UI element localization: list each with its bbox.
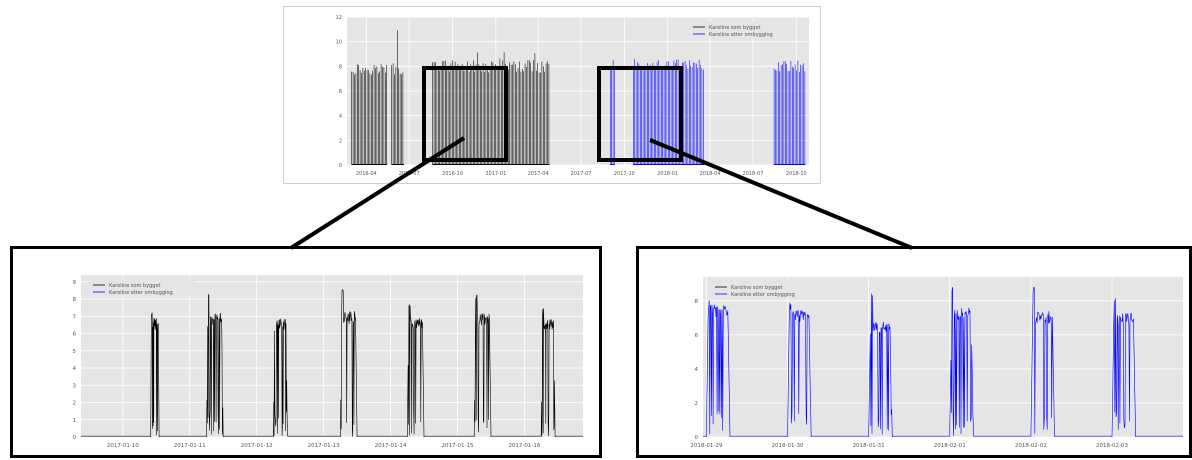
x-tick-label: 2018-02-02 (1015, 443, 1047, 449)
x-tick-label: 2018-01 (657, 171, 678, 177)
y-tick-label: 2 (695, 401, 699, 407)
x-tick-label: 2017-10 (614, 171, 635, 177)
series-line (703, 287, 1183, 438)
y-tick-label: 8 (339, 64, 342, 70)
y-tick-label: 4 (695, 367, 699, 373)
legend-label: Karoline etter ombygging (709, 32, 773, 38)
y-tick-label: 9 (73, 280, 77, 286)
series-line (773, 60, 806, 165)
zoom-chart-etter-ombygging-panel: 0 2 4 6 8 2018-01-29 2018-01-30 2018-01-31 2018-… (636, 246, 1192, 458)
legend-box (711, 281, 816, 298)
x-tick-label: 2018-01-30 (772, 443, 804, 449)
legend-label: Karoline etter ombygging (731, 292, 795, 298)
x-tick-label: 2017-01 (485, 171, 506, 177)
x-tick-label: 2016-04 (356, 171, 377, 177)
x-tick-label: 2018-01-31 (853, 443, 885, 449)
x-tick-label: 2018-01-29 (690, 443, 722, 449)
x-tick-label: 2018-02-01 (934, 443, 966, 449)
x-tick-label: 2016-07 (399, 171, 420, 177)
legend-label: Karoline som bygget (709, 25, 761, 31)
x-tick-label: 2017-01-10 (107, 443, 139, 449)
y-tick-label: 10 (336, 40, 342, 46)
x-tick-label: 2018-02-03 (1096, 443, 1128, 449)
y-tick-label: 4 (73, 366, 77, 372)
x-tick-label: 2018-07 (743, 171, 764, 177)
plot-area: 0 1 2 3 4 5 6 7 8 9 2017-01-10 2017-01-11 2017-01-12… (73, 275, 583, 449)
plot-area: 0 2 4 6 8 10 12 2016-04 2016-07 2016-10 2017-01 201… (336, 15, 809, 177)
legend-label: Karoline som bygget (731, 285, 783, 291)
y-tick-label: 0 (695, 435, 699, 441)
y-tick-label: 1 (73, 418, 77, 424)
zoom-chart-etter-ombygging: 0 2 4 6 8 2018-01-29 2018-01-30 2018-01-31 2018-… (690, 277, 1183, 449)
x-tick-label: 2017-04 (528, 171, 549, 177)
y-tick-label: 7 (73, 314, 77, 320)
x-tick-label: 2017-01-16 (508, 443, 540, 449)
plot-area: 0 2 4 6 8 2018-01-29 2018-01-30 2018-01-31 2018-… (690, 277, 1183, 449)
x-tick-label: 2017-01-15 (442, 443, 474, 449)
y-tick-label: 0 (73, 435, 77, 441)
plot-background (703, 277, 1183, 437)
overview-chart-panel: 0 2 4 6 8 10 12 2016-04 2016-07 2016-10 2017-01 201… (283, 6, 821, 184)
y-tick-label: 8 (73, 297, 77, 303)
y-tick-label: 6 (695, 333, 699, 339)
x-tick-label: 2017-07 (571, 171, 592, 177)
series-karoline-som-bygget (81, 289, 583, 438)
y-tick-label: 6 (339, 89, 342, 95)
series-karoline-etter-ombygging (703, 287, 1183, 438)
legend-label: Karoline etter ombygging (109, 290, 173, 296)
legend-box (89, 279, 194, 296)
plot-background (81, 275, 583, 437)
x-tick-label: 2017-01-11 (174, 443, 206, 449)
y-tick-label: 4 (339, 114, 342, 120)
legend-box (689, 21, 794, 38)
x-tick-label: 2018-10 (786, 171, 807, 177)
y-tick-label: 5 (73, 349, 77, 355)
y-tick-label: 3 (73, 383, 77, 389)
y-tick-label: 8 (695, 299, 699, 305)
series-line (81, 289, 583, 438)
zoom-chart-som-bygget: 0 1 2 3 4 5 6 7 8 9 2017-01-10 2017-01-11 2017-01-12… (73, 275, 583, 449)
x-tick-label: 2017-01-12 (241, 443, 273, 449)
zoom-chart-som-bygget-panel: 0 1 2 3 4 5 6 7 8 9 2017-01-10 2017-01-11 2017-01-12… (10, 246, 602, 458)
series-line (391, 30, 404, 165)
x-tick-label: 2016-10 (442, 171, 463, 177)
y-tick-label: 0 (339, 163, 342, 169)
y-tick-label: 2 (73, 401, 77, 407)
y-tick-label: 2 (339, 138, 342, 144)
x-tick-label: 2017-01-13 (308, 443, 340, 449)
x-tick-label: 2017-01-14 (375, 443, 407, 449)
y-tick-label: 12 (336, 15, 342, 21)
y-tick-label: 6 (73, 332, 77, 338)
overview-chart: 0 2 4 6 8 10 12 2016-04 2016-07 2016-10 2017-01 201… (336, 15, 809, 177)
series-line (351, 64, 387, 165)
x-tick-label: 2018-04 (700, 171, 721, 177)
legend-label: Karoline som bygget (109, 283, 161, 289)
